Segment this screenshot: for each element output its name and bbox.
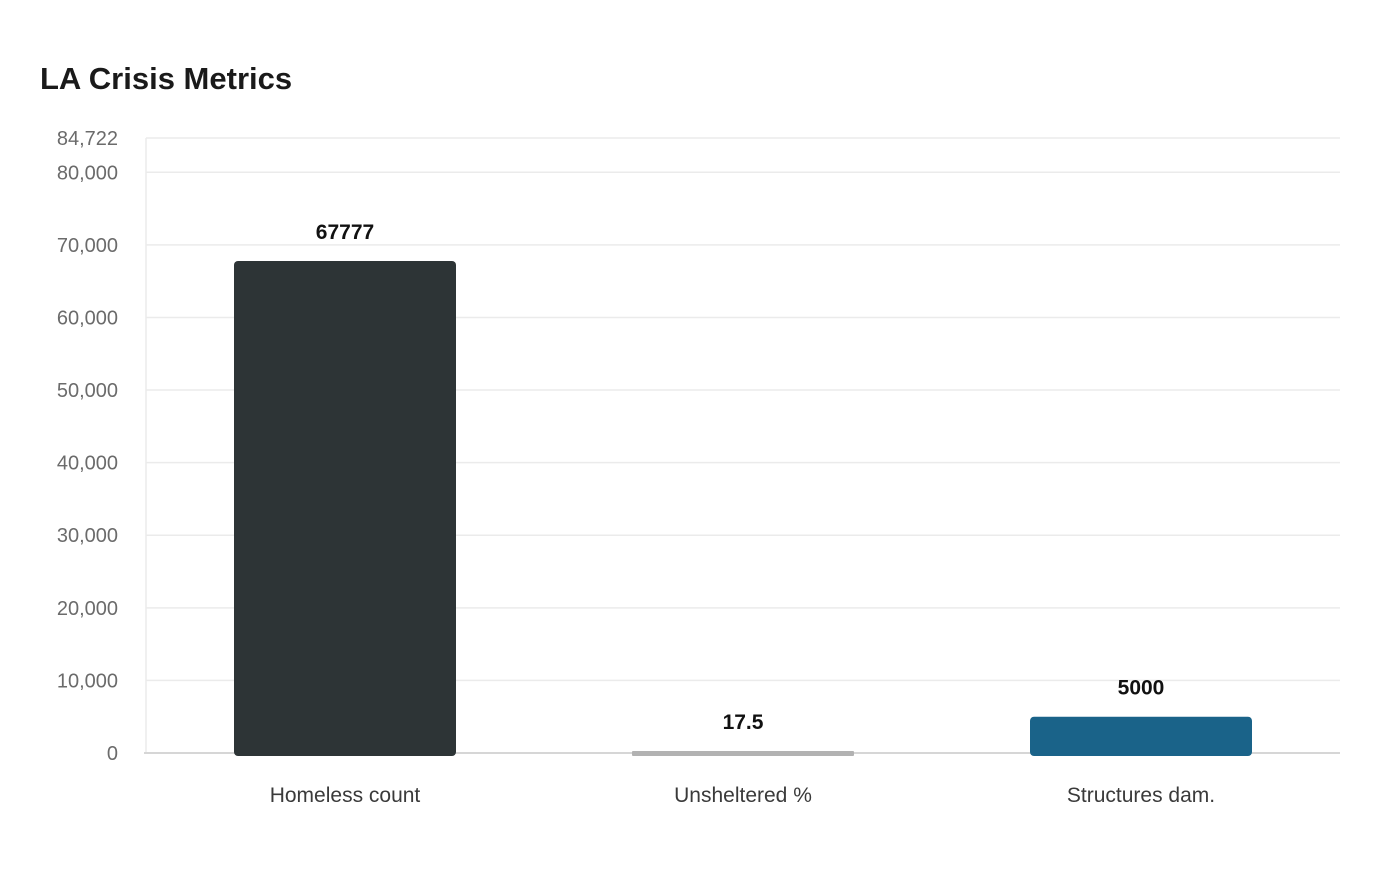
y-tick-label: 40,000	[57, 453, 118, 475]
y-tick-label: 20,000	[57, 598, 118, 620]
bars	[234, 261, 1252, 756]
y-tick-label: 0	[107, 743, 118, 765]
x-category-label: Structures dam.	[1067, 784, 1215, 807]
data-labels: 67777 17.5 5000	[316, 221, 1165, 734]
x-category-label: Homeless count	[270, 784, 421, 807]
y-tick-label: 84,722	[57, 128, 118, 150]
y-tick-label: 30,000	[57, 525, 118, 547]
y-tick-label: 70,000	[57, 235, 118, 257]
x-axis-categories: Homeless count Unsheltered % Structures da…	[270, 784, 1215, 807]
bar-value-label: 5000	[1118, 677, 1165, 700]
y-tick-label: 80,000	[57, 162, 118, 184]
y-tick-label: 50,000	[57, 380, 118, 402]
y-tick-label: 10,000	[57, 670, 118, 692]
bar[interactable]	[234, 261, 456, 756]
y-axis-ticks: 0 10,000 20,000 30,000 40,000 50,000 60,000 70,…	[57, 128, 118, 765]
bar-value-label: 67777	[316, 221, 374, 244]
chart-title: LA Crisis Metrics	[40, 61, 293, 96]
bar-value-label: 17.5	[723, 711, 764, 734]
bar[interactable]	[1030, 716, 1252, 756]
x-category-label: Unsheltered %	[674, 784, 812, 807]
bar[interactable]	[632, 751, 854, 756]
y-tick-label: 60,000	[57, 307, 118, 329]
